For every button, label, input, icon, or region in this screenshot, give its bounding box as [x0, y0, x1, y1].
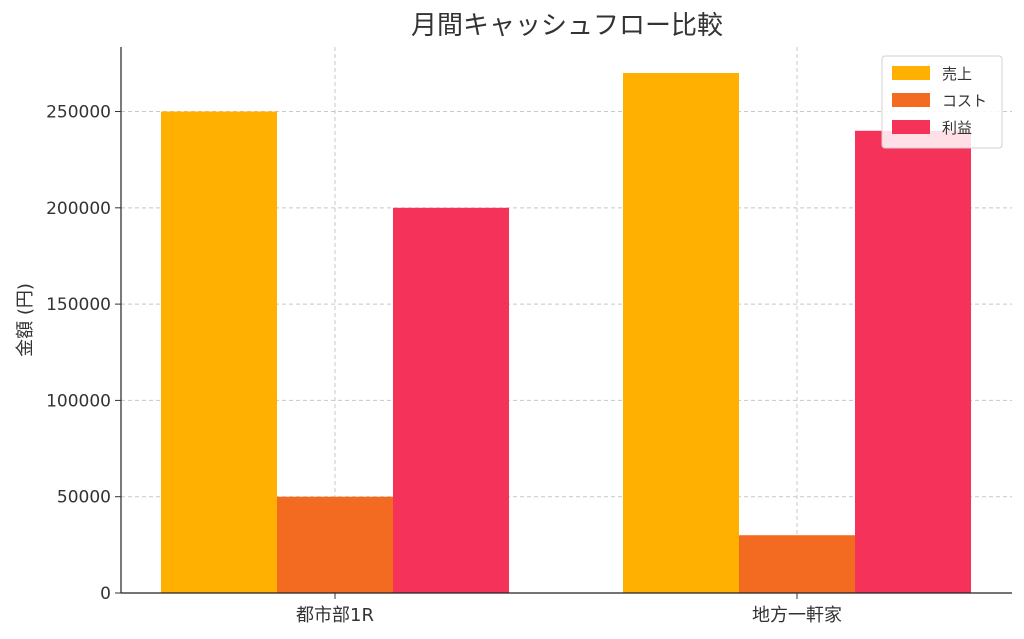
legend-swatch: [892, 66, 930, 80]
bars: [161, 73, 971, 593]
bar-profit: [855, 130, 971, 593]
y-axis-label: 金額 (円): [15, 283, 36, 357]
x-tick-label: 都市部1R: [296, 605, 374, 626]
legend-label: 利益: [942, 119, 972, 137]
y-axis-ticks: 0 50000 100000 150000 200000 250000: [46, 103, 121, 604]
y-tick-label: 100000: [46, 391, 111, 411]
y-tick-label: 250000: [46, 103, 111, 123]
chart-title: 月間キャッシュフロー比較: [411, 11, 723, 41]
bar-sales: [161, 111, 277, 593]
bar-sales: [623, 73, 739, 593]
axes: [120, 47, 1012, 594]
bar-cost: [739, 535, 855, 593]
bar-cost: [277, 496, 393, 593]
legend-label: コスト: [942, 92, 987, 110]
y-tick-label: 200000: [46, 199, 111, 219]
legend-label: 売上: [942, 65, 972, 83]
legend-swatch: [892, 120, 930, 134]
y-tick-label: 150000: [46, 295, 111, 315]
legend-swatch: [892, 93, 930, 107]
x-tick-label: 地方一軒家: [752, 605, 842, 626]
y-tick-label: 50000: [57, 488, 111, 508]
x-axis-ticks: 都市部1R 地方一軒家: [296, 593, 842, 626]
y-tick-label: 0: [100, 584, 111, 604]
bar-profit: [393, 207, 509, 593]
